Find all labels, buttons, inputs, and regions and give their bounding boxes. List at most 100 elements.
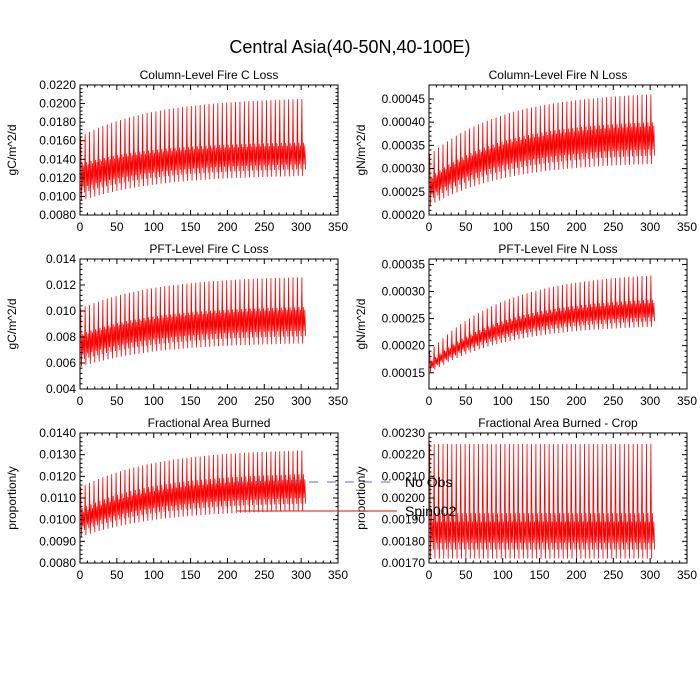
- y-tick-label: 0.0080: [39, 208, 76, 222]
- y-tick-label: 0.00230: [382, 426, 426, 440]
- x-tick-label: 300: [640, 394, 660, 408]
- y-tick-label: 0.0140: [39, 426, 76, 440]
- x-tick-label: 200: [217, 220, 237, 234]
- legend-label-spin002: Spin002: [405, 503, 457, 519]
- x-tick-label: 350: [677, 220, 697, 234]
- x-tick-label: 50: [459, 394, 473, 408]
- x-tick-label: 300: [640, 568, 660, 582]
- plot-frame: [79, 84, 339, 216]
- x-tick-label: 300: [291, 568, 311, 582]
- panel-title: Column-Level Fire C Loss: [140, 68, 279, 82]
- y-tick-label: 0.00170: [382, 556, 426, 570]
- x-tick-label: 350: [328, 394, 348, 408]
- x-tick-label: 150: [181, 568, 201, 582]
- plot-frame: [79, 258, 339, 390]
- y-tick-label: 0.014: [46, 252, 76, 266]
- y-tick-label: 0.00035: [382, 138, 426, 152]
- series-line-spin002: [80, 99, 306, 201]
- x-tick-label: 250: [254, 568, 274, 582]
- x-tick-label: 0: [77, 220, 84, 234]
- legend: No Obs Spin002: [237, 474, 457, 519]
- y-tick-label: 0.00035: [382, 257, 426, 271]
- x-tick-label: 350: [677, 394, 697, 408]
- y-axis-label: gC/m^2/d: [5, 299, 19, 350]
- y-tick-label: 0.0220: [39, 78, 76, 92]
- x-tick-label: 100: [493, 394, 513, 408]
- x-tick-label: 50: [110, 568, 124, 582]
- y-tick-label: 0.00025: [382, 312, 426, 326]
- x-tick-label: 150: [181, 394, 201, 408]
- x-tick-label: 300: [291, 220, 311, 234]
- x-tick-label: 200: [566, 568, 586, 582]
- panel-title: Column-Level Fire N Loss: [489, 68, 628, 82]
- y-tick-label: 0.00030: [382, 285, 426, 299]
- panel-title: PFT-Level Fire C Loss: [149, 242, 268, 256]
- y-tick-label: 0.0100: [39, 513, 76, 527]
- series-line-spin002: [80, 277, 306, 367]
- y-tick-label: 0.012: [46, 278, 76, 292]
- y-tick-label: 0.0120: [39, 469, 76, 483]
- y-tick-label: 0.00040: [382, 115, 426, 129]
- x-tick-label: 50: [110, 394, 124, 408]
- panel-2: Column-Level Fire N Loss 0 50 100 150 200 250 3…: [354, 68, 697, 234]
- y-tick-label: 0.0140: [39, 152, 76, 166]
- y-tick-label: 0.0080: [39, 556, 76, 570]
- panel-1: Column-Level Fire C Loss 0 50 100 150 200 250 3…: [5, 68, 348, 234]
- y-tick-label: 0.00015: [382, 366, 426, 380]
- x-tick-label: 350: [328, 568, 348, 582]
- x-tick-label: 50: [459, 568, 473, 582]
- figure-title: Central Asia(40-50N,40-100E): [229, 37, 470, 57]
- y-tick-label: 0.00030: [382, 162, 426, 176]
- x-tick-label: 250: [603, 568, 623, 582]
- y-tick-label: 0.0160: [39, 134, 76, 148]
- x-tick-label: 250: [254, 220, 274, 234]
- x-tick-label: 150: [181, 220, 201, 234]
- x-tick-label: 300: [640, 220, 660, 234]
- series-line-spin002: [429, 275, 655, 373]
- x-tick-label: 0: [426, 394, 433, 408]
- panel-4: PFT-Level Fire N Loss 0 50 100 150 200 250 300 3…: [354, 242, 697, 408]
- x-tick-label: 150: [530, 220, 550, 234]
- x-tick-label: 250: [254, 394, 274, 408]
- y-tick-label: 0.006: [46, 356, 76, 370]
- y-axis-label: gC/m^2/d: [5, 125, 19, 176]
- series-line-spin002: [429, 443, 655, 559]
- x-tick-label: 300: [291, 394, 311, 408]
- y-axis-label: proportion/y: [5, 466, 19, 529]
- y-tick-label: 0.00025: [382, 185, 426, 199]
- y-tick-label: 0.00020: [382, 339, 426, 353]
- x-tick-label: 100: [144, 220, 164, 234]
- x-tick-label: 100: [493, 220, 513, 234]
- y-tick-label: 0.00020: [382, 208, 426, 222]
- x-tick-label: 100: [144, 568, 164, 582]
- y-tick-label: 0.008: [46, 330, 76, 344]
- y-tick-label: 0.00210: [382, 469, 426, 483]
- y-tick-label: 0.004: [46, 382, 76, 396]
- x-tick-label: 350: [328, 220, 348, 234]
- y-tick-label: 0.0120: [39, 171, 76, 185]
- plot-frame: [428, 258, 688, 390]
- x-tick-label: 200: [217, 394, 237, 408]
- series-line-spin002: [80, 450, 306, 537]
- x-tick-label: 150: [530, 394, 550, 408]
- y-axis-label: proportion/y: [354, 466, 368, 529]
- x-tick-label: 150: [530, 568, 550, 582]
- x-tick-label: 250: [603, 220, 623, 234]
- legend-label-no-obs: No Obs: [405, 474, 452, 490]
- y-tick-label: 0.00200: [382, 491, 426, 505]
- x-tick-label: 200: [566, 220, 586, 234]
- x-tick-label: 50: [110, 220, 124, 234]
- y-tick-label: 0.00180: [382, 534, 426, 548]
- x-tick-label: 0: [77, 568, 84, 582]
- x-tick-label: 50: [459, 220, 473, 234]
- y-tick-label: 0.0090: [39, 534, 76, 548]
- x-tick-label: 0: [77, 394, 84, 408]
- series-line-spin002: [429, 94, 655, 206]
- y-tick-label: 0.0180: [39, 115, 76, 129]
- y-tick-label: 0.0100: [39, 189, 76, 203]
- y-axis-label: gN/m^2/d: [354, 125, 368, 176]
- panel-6: Fractional Area Burned - Crop 0 50 100 150 20…: [354, 416, 697, 582]
- x-tick-label: 100: [144, 394, 164, 408]
- y-tick-label: 0.010: [46, 304, 76, 318]
